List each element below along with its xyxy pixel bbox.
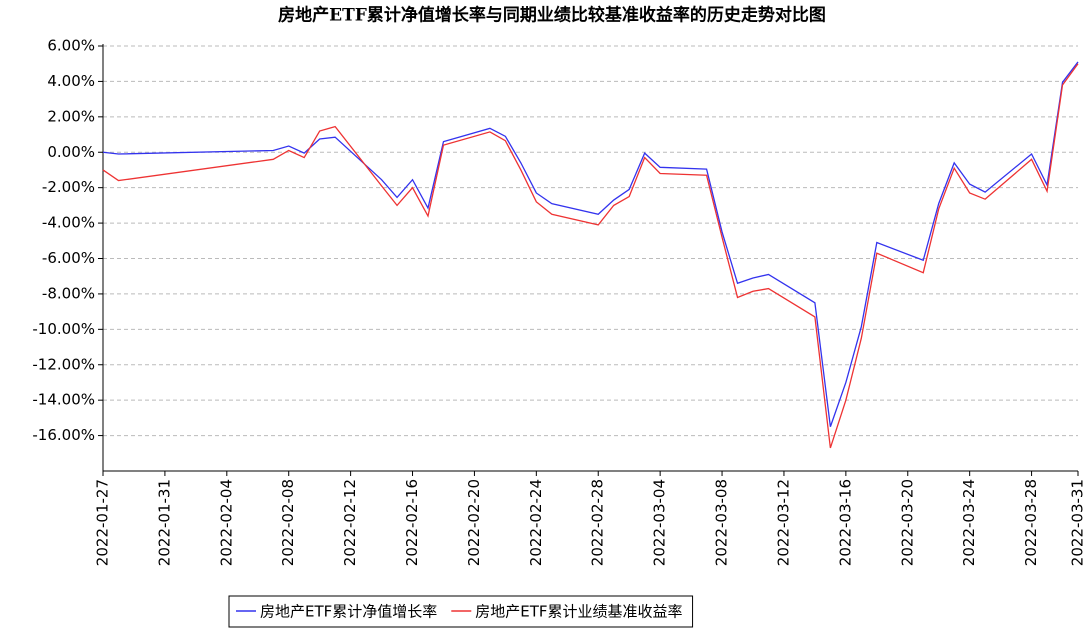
chart-title: 房地产ETF累计净值增长率与同期业绩比较基准收益率的历史走势对比图 — [278, 5, 826, 26]
x-tick-label: 2022-03-12 — [774, 479, 792, 566]
legend-label: 房地产ETF累计业绩基准收益率 — [475, 603, 682, 621]
y-tick-label: 0.00% — [47, 143, 95, 161]
x-tick-label: 2022-02-08 — [279, 479, 297, 566]
legend-label: 房地产ETF累计净值增长率 — [260, 603, 437, 621]
x-tick-label: 2022-02-24 — [527, 479, 545, 566]
y-tick-label: -8.00% — [42, 284, 95, 302]
y-tick-label: -12.00% — [32, 355, 95, 373]
x-tick-label: 2022-03-08 — [713, 479, 731, 566]
x-tick-label: 2022-01-31 — [155, 479, 173, 566]
x-tick-label: 2022-01-27 — [94, 479, 112, 566]
x-tick-label: 2022-03-24 — [960, 479, 978, 566]
y-tick-label: 4.00% — [47, 72, 95, 90]
y-tick-label: -4.00% — [42, 214, 95, 232]
legend: 房地产ETF累计净值增长率 房地产ETF累计业绩基准收益率 — [228, 595, 694, 628]
x-tick-label: 2022-03-04 — [651, 479, 669, 566]
x-tick-label: 2022-02-12 — [341, 479, 359, 566]
y-tick-label: 2.00% — [47, 107, 95, 125]
x-tick-label: 2022-03-31 — [1069, 479, 1087, 566]
y-tick-label: -16.00% — [32, 426, 95, 444]
x-tick-label: 2022-03-28 — [1022, 479, 1040, 566]
x-tick-label: 2022-02-04 — [217, 479, 235, 566]
series-line — [102, 63, 1079, 449]
y-tick-label: 6.00% — [47, 37, 95, 55]
x-tick-label: 2022-03-16 — [836, 479, 854, 566]
y-tick-label: -14.00% — [32, 391, 95, 409]
y-tick-label: -6.00% — [42, 249, 95, 267]
y-tick-label: -10.00% — [32, 320, 95, 338]
x-tick-label: 2022-03-20 — [898, 479, 916, 566]
x-tick-label: 2022-02-20 — [465, 479, 483, 566]
y-tick-label: -2.00% — [42, 178, 95, 196]
x-tick-label: 2022-02-16 — [403, 479, 421, 566]
x-tick-label: 2022-02-28 — [589, 479, 607, 566]
